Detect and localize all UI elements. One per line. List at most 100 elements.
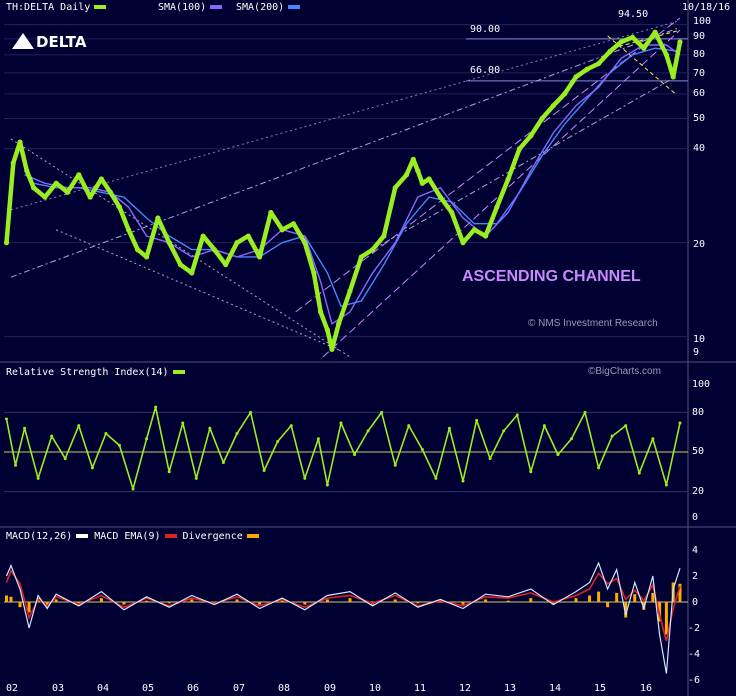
divergence-bar (325, 599, 329, 602)
price-point (449, 209, 455, 216)
rsi-line (5, 406, 681, 490)
price-point (30, 185, 37, 191)
price-point (318, 309, 324, 315)
sma100-legend-label: SMA(100) (158, 2, 207, 13)
rsi-point (131, 487, 135, 491)
sma200-legend-label: SMA(200) (236, 2, 285, 13)
macd-legend-label: MACD(12,26) (6, 531, 73, 542)
rsi-point (353, 453, 357, 457)
price-point (618, 39, 624, 45)
x-tick-12: 12 (459, 683, 472, 694)
rsi-point (181, 421, 185, 425)
price-point (329, 346, 335, 352)
y-tick-9: 9 (693, 347, 700, 358)
divergence-bar (27, 602, 31, 613)
price-point (607, 48, 613, 55)
rsi-point (145, 437, 149, 441)
rsi-point (610, 434, 614, 438)
price-point (505, 176, 511, 182)
divergence-bar (54, 599, 58, 602)
rsi-point (316, 437, 320, 441)
divergence-bar (597, 591, 601, 602)
price-point (410, 156, 416, 162)
divergence-bar (122, 602, 126, 605)
rsi-point (235, 432, 239, 436)
price-point (257, 254, 263, 260)
x-tick-10: 10 (369, 683, 382, 694)
rsi-point (366, 429, 370, 433)
divergence-bar (393, 599, 397, 602)
price-point (177, 262, 184, 268)
rsi-point (325, 483, 329, 487)
rsi-tick-100: 100 (692, 379, 711, 390)
divergence-bar (633, 594, 637, 602)
rsi-point (447, 426, 451, 430)
divergence-bar (574, 598, 578, 602)
rsi-point (221, 461, 225, 465)
x-tick-02: 02 (6, 683, 19, 694)
rsi-point (90, 466, 94, 470)
level-90-label: 90.00 (470, 24, 501, 35)
price-point (347, 288, 353, 294)
rsi-point (104, 432, 108, 436)
rsi-point (50, 434, 54, 438)
macd-ema-legend-swatch (164, 534, 177, 538)
price-point (234, 240, 240, 246)
rsi-point (434, 476, 438, 480)
price-point (670, 74, 676, 80)
upper-trendline (10, 20, 681, 211)
chart-title-text: TH:DELTA Daily (6, 2, 91, 13)
delta-logo-icon (12, 33, 34, 49)
macd-line (5, 561, 681, 674)
price-point (415, 168, 421, 174)
macd-tick-minus4: -4 (688, 649, 701, 660)
divergence-bar (506, 600, 510, 602)
sma200-legend-swatch (288, 5, 301, 9)
rsi-tick-0: 0 (692, 512, 699, 523)
price-point (107, 189, 114, 195)
sma100-legend-swatch (210, 5, 223, 9)
x-tick-15: 15 (594, 683, 607, 694)
x-tick-08: 08 (278, 683, 291, 694)
divergence-bar (303, 602, 307, 605)
rsi-point (556, 453, 560, 457)
divergence-bar (642, 602, 646, 610)
divergence-bar (678, 583, 682, 602)
divergence-bar (4, 595, 8, 602)
price-point (403, 172, 410, 178)
price-point (211, 247, 217, 253)
rsi-point (637, 471, 641, 475)
x-tick-11: 11 (414, 683, 427, 694)
divergence-bar (651, 592, 655, 602)
x-tick-04: 04 (97, 683, 110, 694)
price-point (539, 115, 545, 122)
macd-tick-minus6: -6 (688, 675, 701, 686)
rsi-point (407, 424, 411, 428)
rsi-point (664, 483, 668, 487)
rsi-point (23, 426, 27, 430)
price-point (494, 204, 500, 210)
divergence-bar (416, 602, 420, 604)
price-point (144, 254, 150, 260)
y-tick-50: 50 (693, 113, 706, 124)
delta-logo: DELTA (12, 33, 86, 51)
level-66-label: 66.00 (470, 65, 501, 76)
x-tick-13: 13 (504, 683, 517, 694)
price-point (64, 189, 71, 195)
price-point (76, 172, 82, 178)
rsi-point (117, 443, 121, 447)
rsi-point (249, 410, 253, 414)
divergence-bar (77, 602, 81, 604)
price-point (17, 139, 23, 145)
rsi-point (303, 476, 307, 480)
rsi-point (515, 413, 519, 417)
macd-legend-swatch (76, 534, 89, 538)
price-point (10, 160, 16, 166)
price-point (134, 247, 141, 253)
price-point (641, 45, 647, 51)
ascending-channel-label: ASCENDING CHANNEL (462, 268, 641, 285)
y-tick-40: 40 (693, 143, 706, 154)
support-trendline (372, 76, 676, 251)
rsi-point (461, 479, 465, 483)
price-point (419, 180, 425, 186)
